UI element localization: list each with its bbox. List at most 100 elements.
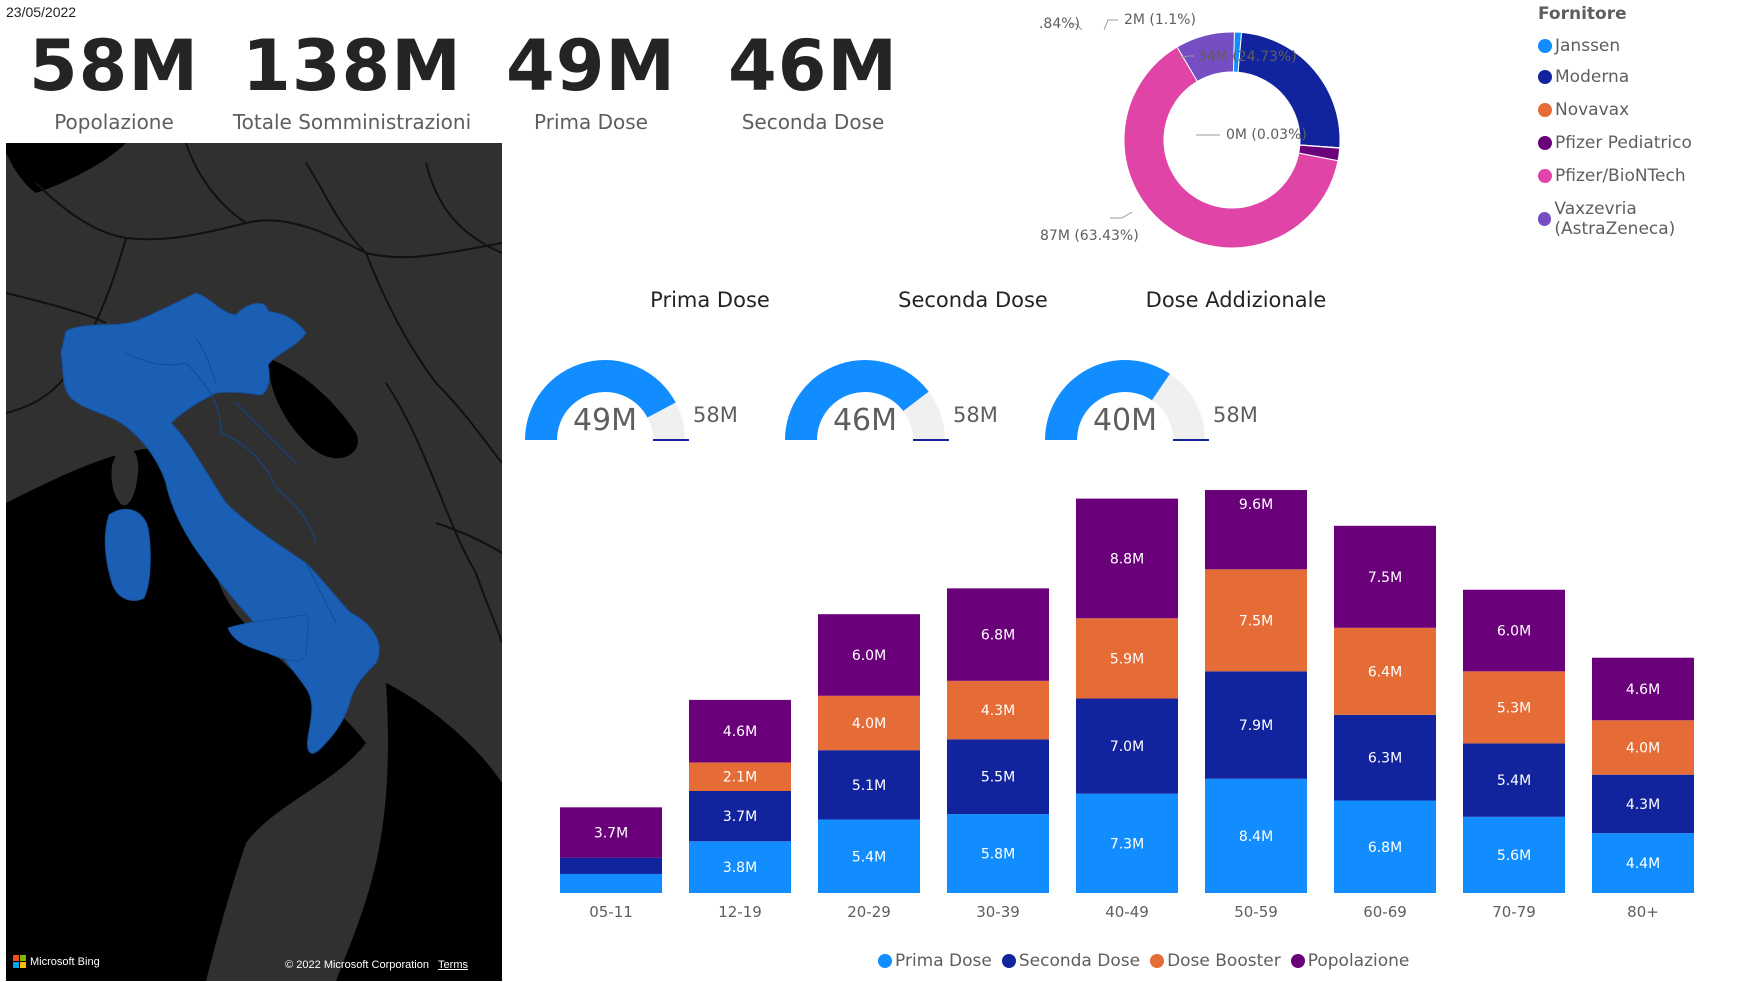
kpi-label: Seconda Dose xyxy=(741,110,885,134)
gauge-value: 40M xyxy=(1093,403,1157,438)
bar-segment[interactable] xyxy=(1076,793,1178,893)
bar-segment[interactable] xyxy=(1463,816,1565,893)
gauge-max: 58M xyxy=(953,403,998,427)
legend-label: Pfizer/BioNTech xyxy=(1555,166,1686,186)
legend-item-janssen[interactable]: Janssen xyxy=(1538,36,1620,56)
bar-segment[interactable] xyxy=(689,791,791,842)
bar-segment[interactable] xyxy=(1076,698,1178,794)
bar-segment[interactable] xyxy=(1205,490,1307,570)
legend-item-seconda-dose[interactable]: Seconda Dose xyxy=(1001,951,1140,971)
kpi-value: 138M xyxy=(242,25,462,107)
bar-segment[interactable] xyxy=(1205,569,1307,672)
kpi-totale-somministrazioni[interactable]: 138M Totale Somministrazioni xyxy=(232,24,472,134)
gauge-title: Dose Addizionale xyxy=(1145,288,1327,312)
donut-slice[interactable] xyxy=(1123,46,1339,249)
bar-segment[interactable] xyxy=(1463,589,1565,672)
bar-segment[interactable] xyxy=(818,819,920,893)
gauge-max: 58M xyxy=(693,403,738,427)
bar-segment[interactable] xyxy=(947,739,1049,815)
bar-segment[interactable] xyxy=(818,695,920,751)
bar-data-label: 3.7M xyxy=(723,809,757,825)
bar-data-label: 6.8M xyxy=(1368,840,1402,856)
bar-data-label: 4.3M xyxy=(981,703,1015,719)
legend-item-moderna[interactable]: Moderna xyxy=(1538,67,1629,87)
bar-data-label: 2.1M xyxy=(723,770,757,786)
gauge-max: 58M xyxy=(1213,403,1258,427)
x-tick-label: 20-29 xyxy=(847,903,891,921)
bar-segment[interactable] xyxy=(689,699,791,763)
bar-data-label: 3.8M xyxy=(723,860,757,876)
bar-segment[interactable] xyxy=(947,588,1049,681)
bar-segment[interactable] xyxy=(1334,800,1436,893)
bar-data-label: 6.0M xyxy=(1497,624,1531,640)
bar-segment[interactable] xyxy=(560,873,662,893)
bar-segment[interactable] xyxy=(1334,627,1436,715)
bar-segment[interactable] xyxy=(1592,720,1694,775)
legend-item-novavax[interactable]: Novavax xyxy=(1538,100,1629,120)
legend-dot-icon xyxy=(878,954,892,968)
bar-segment[interactable] xyxy=(818,614,920,696)
bar-segment[interactable] xyxy=(560,857,662,874)
legend-label: Prima Dose xyxy=(895,951,992,971)
map-sicily xyxy=(227,614,309,661)
bar-segment[interactable] xyxy=(1592,774,1694,834)
legend-label: Popolazione xyxy=(1307,951,1410,971)
legend-dot-icon xyxy=(1538,39,1552,53)
bar-segment[interactable] xyxy=(1205,671,1307,779)
legend-item-pfizer-pediatrico[interactable]: Pfizer Pediatrico xyxy=(1538,133,1692,153)
gauges-row[interactable]: 49M 58M 46M 58M 40M 58M xyxy=(500,330,1300,460)
x-tick-label: 80+ xyxy=(1627,903,1659,921)
donut-leader-line xyxy=(1070,23,1083,31)
kpi-label: Prima Dose xyxy=(534,110,648,134)
bar-segment[interactable] xyxy=(1334,525,1436,628)
legend-item-vaxzevria-astrazeneca-[interactable]: Vaxzevria (AstraZeneca) xyxy=(1538,199,1754,239)
map-sea-adriatic xyxy=(268,358,358,459)
gauge-fill xyxy=(525,359,676,440)
legend-item-popolazione[interactable]: Popolazione xyxy=(1290,951,1410,971)
donut-chart[interactable]: 2M (1.1%) 34M (24.73%) 0M (0.03%) 87M (63.4… xyxy=(1040,0,1500,260)
kpi-label: Popolazione xyxy=(54,110,174,134)
donut-leader-line xyxy=(1110,211,1133,219)
bar-segment[interactable] xyxy=(818,750,920,820)
kpi-prima-dose[interactable]: 49M Prima Dose xyxy=(506,24,676,134)
bar-segment[interactable] xyxy=(1463,743,1565,817)
x-tick-label: 30-39 xyxy=(976,903,1020,921)
bar-segment[interactable] xyxy=(1463,671,1565,744)
bar-data-label: 4.6M xyxy=(1626,682,1660,698)
legend-item-dose-booster[interactable]: Dose Booster xyxy=(1150,951,1281,971)
bar-segment[interactable] xyxy=(1592,833,1694,893)
legend-item-prima-dose[interactable]: Prima Dose xyxy=(878,951,992,971)
bar-data-label: 5.3M xyxy=(1497,700,1531,716)
bar-segment[interactable] xyxy=(1334,714,1436,801)
map-canvas[interactable] xyxy=(6,143,502,981)
bar-segment[interactable] xyxy=(689,762,791,791)
legend-item-pfizer-biontech[interactable]: Pfizer/BioNTech xyxy=(1538,166,1686,186)
bar-segment[interactable] xyxy=(1076,498,1178,619)
bar-data-label: 9.6M xyxy=(1239,497,1273,513)
stacked-bar-chart[interactable]: 3.7M 05-11 3.8M 3.7M 2.1M 4.6M 12-19 5.4M 5.1M 4.… xyxy=(540,490,1730,940)
bar-segment[interactable] xyxy=(947,814,1049,893)
bar-data-label: 7.0M xyxy=(1110,739,1144,755)
gauge[interactable]: 46M 58M xyxy=(785,360,998,441)
donut-leader-line xyxy=(1103,19,1118,31)
terms-link[interactable]: Terms xyxy=(438,959,468,971)
gauge[interactable]: 40M 58M xyxy=(1045,360,1258,441)
bar-segment[interactable] xyxy=(560,807,662,858)
gauge-title: Seconda Dose xyxy=(898,288,1048,312)
bar-segment[interactable] xyxy=(1592,657,1694,721)
x-tick-label: 50-59 xyxy=(1234,903,1278,921)
gauge-value: 46M xyxy=(833,403,897,438)
donut-slice[interactable] xyxy=(1176,31,1235,83)
legend-label: Janssen xyxy=(1555,36,1621,56)
bar-data-label: 4.3M xyxy=(1626,797,1660,813)
kpi-seconda-dose[interactable]: 46M Seconda Dose xyxy=(728,24,898,134)
bar-segment[interactable] xyxy=(689,841,791,893)
gauge[interactable]: 49M 58M xyxy=(525,359,738,441)
bar-segment[interactable] xyxy=(1076,618,1178,699)
kpi-popolazione[interactable]: 58M Popolazione xyxy=(16,24,212,134)
bar-data-label: 5.9M xyxy=(1110,651,1144,667)
bar-segment[interactable] xyxy=(1205,778,1307,893)
bar-data-label: 6.4M xyxy=(1368,664,1402,680)
bar-segment[interactable] xyxy=(947,680,1049,740)
italy-map[interactable]: Microsoft Bing © 2022 Microsoft Corporat… xyxy=(6,143,502,981)
